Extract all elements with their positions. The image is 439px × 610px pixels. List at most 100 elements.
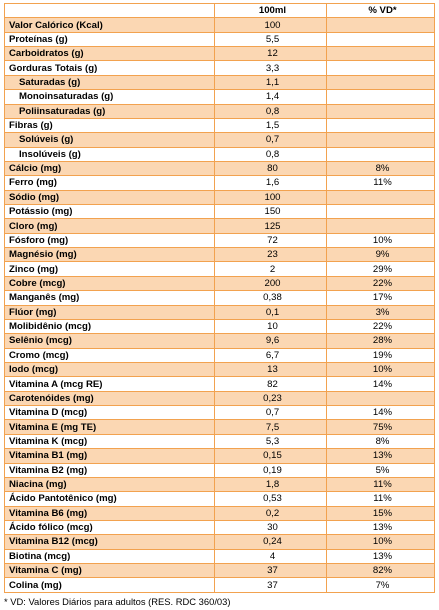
nutrient-label: Ácido Pantotênico (mg) bbox=[4, 491, 215, 507]
nutrient-value: 23 bbox=[214, 247, 327, 263]
nutrient-vd bbox=[326, 132, 435, 148]
table-row: Colina (mg) 37 7% bbox=[4, 577, 435, 593]
nutrient-value: 200 bbox=[214, 275, 327, 292]
nutrient-vd bbox=[326, 117, 435, 134]
nutrient-label: Vitamina E (mg TE) bbox=[4, 419, 215, 435]
nutrient-vd: 22% bbox=[326, 318, 435, 335]
nutrient-label: Cobre (mcg) bbox=[4, 275, 215, 292]
nutrient-label: Vitamina A (mcg RE) bbox=[4, 376, 215, 392]
nutrient-label: Vitamina K (mcg) bbox=[4, 433, 215, 450]
table-row: Vitamina B12 (mcg) 0,24 10% bbox=[4, 534, 435, 550]
table-row: Carboidratos (g) 12 bbox=[4, 46, 435, 62]
nutrient-value: 37 bbox=[214, 577, 327, 593]
table-body: Valor Calórico (Kcal) 100 Proteínas (g) 5,5… bbox=[4, 17, 435, 593]
table-row: Selênio (mcg) 9,6 28% bbox=[4, 333, 435, 349]
table-row: Gorduras Totais (g) 3,3 bbox=[4, 60, 435, 76]
nutrient-vd: 14% bbox=[326, 376, 435, 392]
nutrient-vd: 10% bbox=[326, 232, 435, 249]
nutrient-value: 150 bbox=[214, 204, 327, 220]
nutrition-table: 100ml % VD* Valor Calórico (Kcal) 100 Prot… bbox=[4, 2, 435, 593]
nutrient-vd: 82% bbox=[326, 563, 435, 579]
nutrient-vd bbox=[326, 204, 435, 220]
nutrient-vd: 15% bbox=[326, 505, 435, 521]
nutrient-value: 12 bbox=[214, 46, 327, 62]
nutrient-value: 125 bbox=[214, 218, 327, 234]
table-row: Vitamina A (mcg RE) 82 14% bbox=[4, 376, 435, 392]
table-row: Biotina (mcg) 4 13% bbox=[4, 548, 435, 565]
table-row: Vitamina E (mg TE) 7,5 75% bbox=[4, 419, 435, 435]
nutrient-value: 7,5 bbox=[214, 419, 327, 435]
table-row: Cobre (mcg) 200 22% bbox=[4, 275, 435, 292]
nutrient-value: 100 bbox=[214, 17, 327, 33]
nutrient-label: Vitamina D (mcg) bbox=[4, 405, 215, 421]
nutrient-label: Carboidratos (g) bbox=[4, 46, 215, 62]
nutrient-label: Niacina (mg) bbox=[4, 476, 215, 493]
nutrient-label: Gorduras Totais (g) bbox=[4, 60, 215, 76]
table-row: Vitamina B2 (mg) 0,19 5% bbox=[4, 462, 435, 478]
nutrient-label: Biotina (mcg) bbox=[4, 548, 215, 565]
table-row: Ferro (mg) 1,6 11% bbox=[4, 175, 435, 191]
table-row: Flúor (mg) 0,1 3% bbox=[4, 304, 435, 320]
nutrient-label: Saturadas (g) bbox=[4, 74, 215, 91]
nutrient-vd: 8% bbox=[326, 160, 435, 177]
nutrient-vd bbox=[326, 31, 435, 48]
table-row: Cromo (mcg) 6,7 19% bbox=[4, 347, 435, 363]
nutrient-label: Carotenóides (mg) bbox=[4, 390, 215, 407]
table-row: Saturadas (g) 1,1 bbox=[4, 74, 435, 91]
nutrient-value: 0,8 bbox=[214, 146, 327, 162]
nutrient-value: 0,1 bbox=[214, 304, 327, 320]
nutrient-value: 4 bbox=[214, 548, 327, 565]
nutrient-vd: 13% bbox=[326, 448, 435, 464]
nutrient-vd bbox=[326, 218, 435, 234]
nutrient-label: Monoinsaturadas (g) bbox=[4, 89, 215, 105]
nutrient-label: Vitamina C (mg) bbox=[4, 563, 215, 579]
footnote: * VD: Valores Diários para adultos (RES.… bbox=[4, 596, 231, 607]
table-row: Insolúveis (g) 0,8 bbox=[4, 146, 435, 162]
nutrient-vd: 13% bbox=[326, 519, 435, 536]
nutrient-value: 5,3 bbox=[214, 433, 327, 450]
nutrient-value: 0,2 bbox=[214, 505, 327, 521]
nutrient-label: Fibras (g) bbox=[4, 117, 215, 134]
nutrient-value: 10 bbox=[214, 318, 327, 335]
nutrient-vd: 14% bbox=[326, 405, 435, 421]
table-row: Solúveis (g) 0,7 bbox=[4, 132, 435, 148]
nutrient-label: Valor Calórico (Kcal) bbox=[4, 17, 215, 33]
table-row: Vitamina B1 (mg) 0,15 13% bbox=[4, 448, 435, 464]
nutrient-vd: 11% bbox=[326, 476, 435, 493]
table-row: Iodo (mcg) 13 10% bbox=[4, 361, 435, 378]
nutrient-value: 6,7 bbox=[214, 347, 327, 363]
nutrient-value: 0,15 bbox=[214, 448, 327, 464]
nutrient-value: 1,8 bbox=[214, 476, 327, 493]
nutrient-vd: 29% bbox=[326, 261, 435, 277]
table-row: Cloro (mg) 125 bbox=[4, 218, 435, 234]
table-row: Fósforo (mg) 72 10% bbox=[4, 232, 435, 249]
nutrient-vd: 17% bbox=[326, 290, 435, 306]
nutrient-label: Manganês (mg) bbox=[4, 290, 215, 306]
nutrient-label: Magnésio (mg) bbox=[4, 247, 215, 263]
table-row: Poliinsaturadas (g) 0,8 bbox=[4, 103, 435, 119]
nutrient-vd bbox=[326, 74, 435, 91]
nutrient-value: 0,19 bbox=[214, 462, 327, 478]
nutrient-vd bbox=[326, 60, 435, 76]
nutrient-value: 5,5 bbox=[214, 31, 327, 48]
nutrient-vd bbox=[326, 17, 435, 33]
nutrient-label: Ácido fólico (mcg) bbox=[4, 519, 215, 536]
nutrient-vd: 9% bbox=[326, 247, 435, 263]
nutrient-value: 0,38 bbox=[214, 290, 327, 306]
nutrient-value: 0,8 bbox=[214, 103, 327, 119]
nutrient-value: 30 bbox=[214, 519, 327, 536]
table-row: Manganês (mg) 0,38 17% bbox=[4, 290, 435, 306]
table-row: Niacina (mg) 1,8 11% bbox=[4, 476, 435, 493]
nutrient-label: Vitamina B2 (mg) bbox=[4, 462, 215, 478]
nutrient-label: Sódio (mg) bbox=[4, 189, 215, 206]
nutrient-label: Potássio (mg) bbox=[4, 204, 215, 220]
table-row: Monoinsaturadas (g) 1,4 bbox=[4, 89, 435, 105]
nutrient-label: Ferro (mg) bbox=[4, 175, 215, 191]
nutrient-value: 1,4 bbox=[214, 89, 327, 105]
table-row: Vitamina D (mcg) 0,7 14% bbox=[4, 405, 435, 421]
nutrient-value: 0,23 bbox=[214, 390, 327, 407]
nutrient-label: Flúor (mg) bbox=[4, 304, 215, 320]
nutrient-label: Cálcio (mg) bbox=[4, 160, 215, 177]
nutrient-vd: 11% bbox=[326, 491, 435, 507]
nutrient-value: 100 bbox=[214, 189, 327, 206]
